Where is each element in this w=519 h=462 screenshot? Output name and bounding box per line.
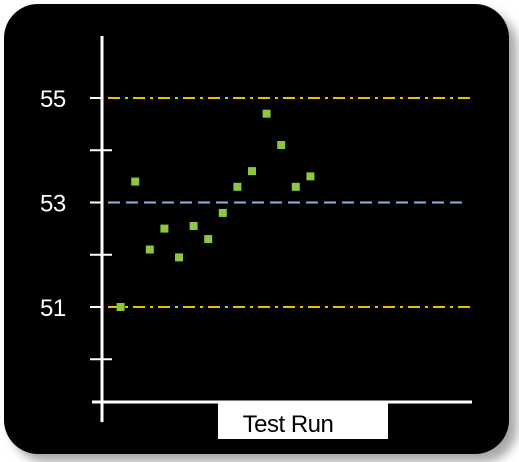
y-tick-label: 53 <box>40 191 66 218</box>
y-ticks: 51 53 55 <box>40 86 112 361</box>
data-point <box>218 208 227 217</box>
data-point <box>291 182 300 191</box>
data-point <box>262 109 271 118</box>
data-point <box>204 235 213 244</box>
data-point <box>160 224 169 233</box>
data-point <box>233 182 242 191</box>
axes <box>92 36 472 422</box>
data-point <box>189 222 198 231</box>
data-point <box>175 253 183 262</box>
data-point <box>131 177 140 186</box>
data-point <box>306 172 315 181</box>
data-point <box>277 141 286 150</box>
x-axis-title-box <box>218 403 388 439</box>
chart-panel <box>4 4 509 454</box>
y-tick-label: 51 <box>40 295 66 322</box>
data-point <box>145 245 154 254</box>
reference-lines <box>108 97 472 308</box>
data-points <box>116 109 315 311</box>
data-point <box>116 303 125 311</box>
x-axis-title: Test Run <box>243 411 334 438</box>
data-point <box>248 167 256 176</box>
y-tick-label: 55 <box>40 86 66 113</box>
